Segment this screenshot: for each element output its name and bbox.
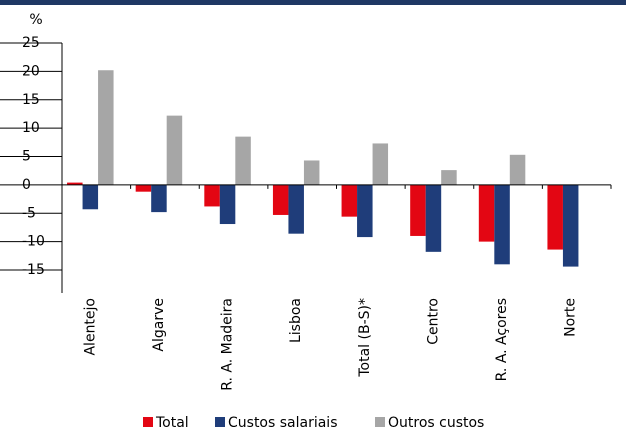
bar	[410, 184, 426, 236]
bar	[204, 184, 220, 207]
bar	[562, 184, 579, 267]
bar	[494, 184, 510, 265]
legend-label: Total	[155, 415, 189, 431]
bar	[272, 184, 289, 215]
legend-swatch	[215, 417, 225, 427]
legend-swatch	[143, 417, 153, 427]
bar	[372, 143, 389, 185]
x-tick-label: Algarve	[151, 298, 167, 352]
bar	[357, 184, 373, 238]
top-band	[0, 0, 626, 5]
bar	[425, 184, 442, 252]
x-tick-label: Alentejo	[82, 298, 98, 356]
x-tick-label: R. A. Açores	[494, 298, 510, 381]
x-tick-label: Total (B-S)*	[357, 298, 373, 378]
legend-label: Custos salariais	[228, 415, 338, 431]
x-tick-label: Centro	[425, 298, 441, 345]
legend-label: Outros custos	[388, 415, 484, 431]
bar	[98, 70, 114, 185]
y-axis-label: %	[29, 12, 42, 28]
x-tick-label: R. A. Madeira	[220, 298, 236, 391]
bar	[135, 184, 152, 192]
bar	[509, 154, 526, 185]
bar	[151, 184, 167, 213]
bar	[67, 182, 83, 185]
bar	[303, 160, 320, 185]
x-tick-label: Norte	[563, 298, 579, 337]
bar	[441, 170, 457, 185]
bar	[478, 184, 495, 242]
bar	[219, 184, 236, 225]
legend-swatch	[375, 417, 385, 427]
bar	[341, 184, 358, 217]
x-tick-label: Lisboa	[288, 298, 304, 343]
bar	[547, 184, 563, 250]
bar	[235, 136, 251, 185]
bar	[166, 115, 183, 185]
bar	[288, 184, 304, 234]
bar	[82, 184, 99, 210]
